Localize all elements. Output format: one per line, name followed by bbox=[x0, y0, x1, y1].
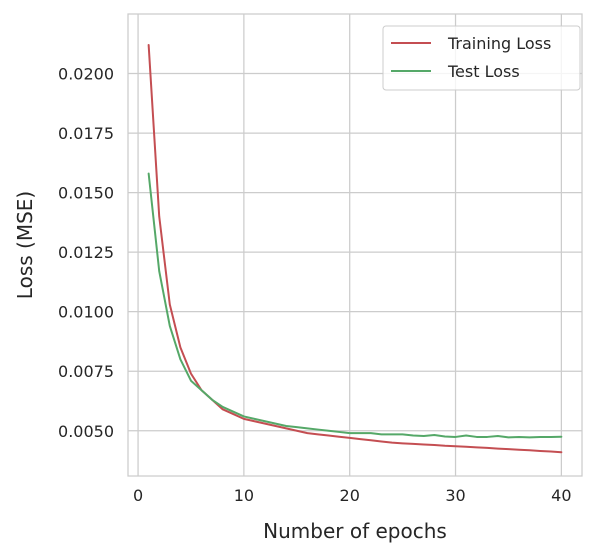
x-tick-label: 0 bbox=[133, 486, 143, 505]
legend-label-training-loss: Training Loss bbox=[447, 34, 551, 53]
x-tick-label: 40 bbox=[551, 486, 571, 505]
x-gridlines bbox=[137, 14, 562, 476]
y-tick-label: 0.0100 bbox=[58, 303, 114, 322]
legend-box bbox=[382, 25, 581, 91]
y-axis-title: Loss (MSE) bbox=[13, 191, 37, 299]
y-tick-label: 0.0150 bbox=[58, 184, 114, 203]
series-layer bbox=[147, 43, 563, 454]
y-tick-label: 0.0200 bbox=[58, 65, 114, 84]
y-tick-label: 0.0075 bbox=[58, 362, 114, 381]
plot-frame bbox=[127, 13, 583, 477]
y-gridlines bbox=[128, 72, 582, 432]
y-tick-labels: 0.0050 0.0075 0.0100 0.0125 0.0150 0.0175 0.02… bbox=[58, 65, 114, 441]
legend: Training Loss Test Loss bbox=[382, 25, 581, 91]
legend-label-test-loss: Test Loss bbox=[447, 62, 520, 81]
y-tick-label: 0.0125 bbox=[58, 243, 114, 262]
y-tick-label: 0.0050 bbox=[58, 422, 114, 441]
x-tick-label: 30 bbox=[445, 486, 465, 505]
x-axis-title: Number of epochs bbox=[263, 519, 447, 543]
x-tick-label: 10 bbox=[234, 486, 254, 505]
y-tick-label: 0.0175 bbox=[58, 124, 114, 143]
x-tick-labels: 0 10 20 30 40 bbox=[133, 486, 572, 505]
series-line-test-loss bbox=[147, 172, 563, 439]
x-tick-label: 20 bbox=[340, 486, 360, 505]
